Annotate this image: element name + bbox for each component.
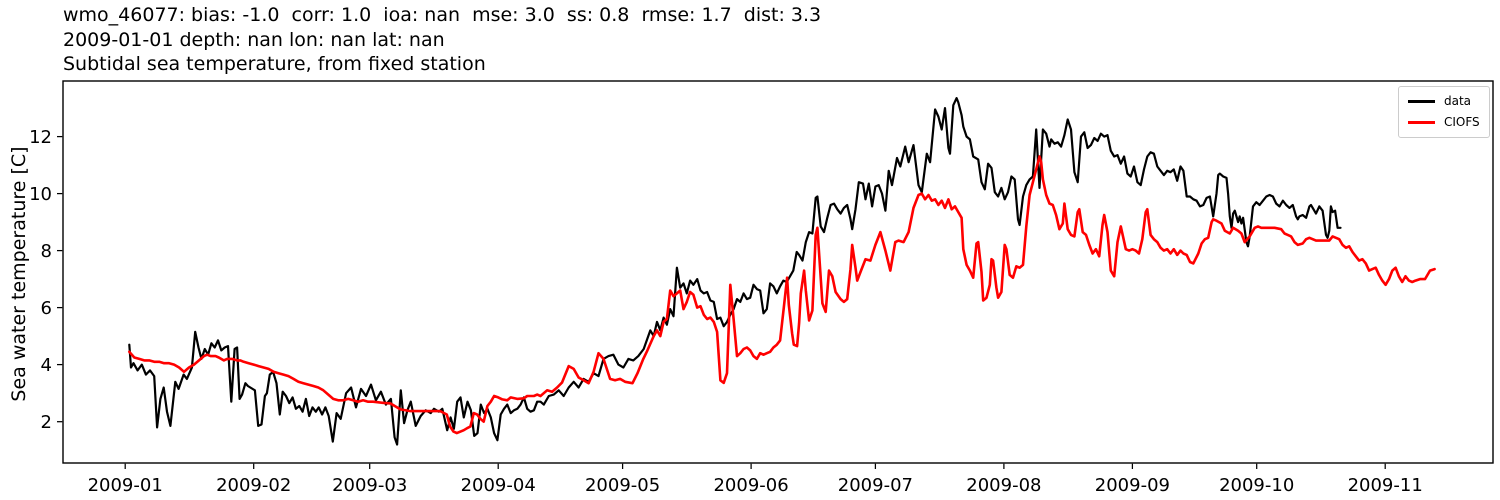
y-tick-label: 8 [41,241,52,262]
legend-item-ciofs: CIOFS [1408,116,1480,129]
x-tick-label: 2009-08 [966,475,1041,496]
title-line-stats: wmo_46077: bias: -1.0 corr: 1.0 ioa: nan… [63,4,822,26]
legend-label-data: data [1444,94,1472,108]
x-tick-label: 2009-11 [1348,475,1423,496]
y-tick-label: 4 [41,355,52,376]
x-tick-label: 2009-07 [838,475,913,496]
ciofs-line-swatch [1408,121,1435,124]
title-block: wmo_46077: bias: -1.0 corr: 1.0 ioa: nan… [63,3,821,77]
legend: data CIOFS [1398,86,1490,138]
x-tick-label: 2009-09 [1095,475,1170,496]
y-tick-label: 6 [41,298,52,319]
plot-border [62,80,1494,464]
x-tick-label: 2009-02 [216,475,291,496]
x-tick-label: 2009-10 [1219,475,1294,496]
x-tick-label: 2009-05 [585,475,660,496]
series-line-ciofs [128,155,1436,435]
y-tick-label: 12 [29,127,52,148]
y-tick-label: 2 [41,412,52,433]
series-line-data [128,97,1342,446]
x-tick-label: 2009-04 [461,475,536,496]
title-line-description: Subtidal sea temperature, from fixed sta… [63,53,486,76]
y-tick-label: 10 [29,184,52,205]
x-tick-label: 2009-06 [713,475,788,496]
data-line-swatch [1408,100,1435,103]
legend-item-data: data [1408,95,1480,108]
legend-label-ciofs: CIOFS [1444,115,1480,129]
x-tick-label: 2009-01 [88,475,163,496]
x-tick-label: 2009-03 [332,475,407,496]
title-line-station-meta: 2009-01-01 depth: nan lon: nan lat: nan [63,28,445,51]
